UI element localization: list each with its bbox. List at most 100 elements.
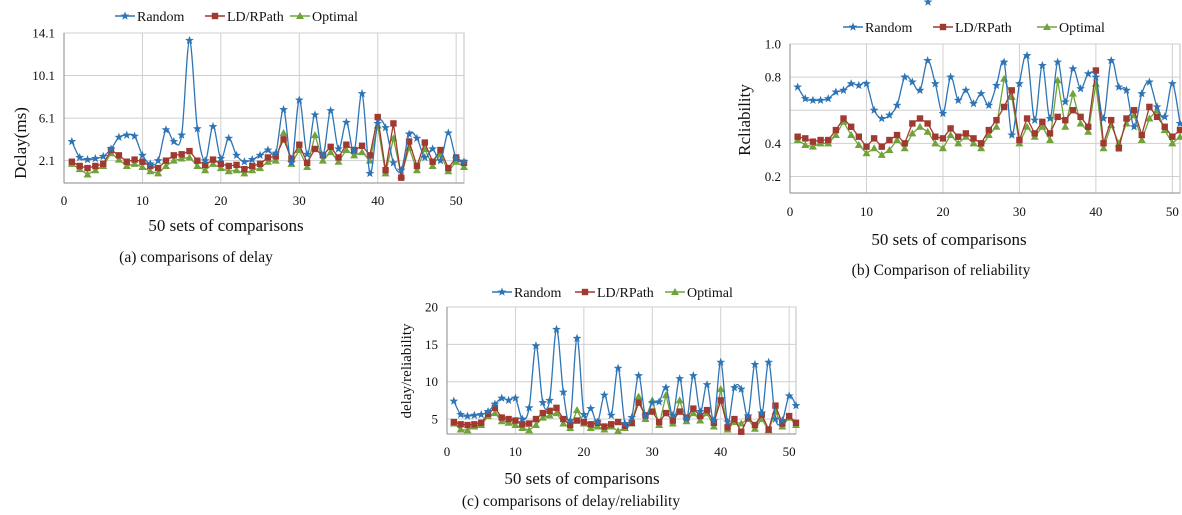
panel-a-line-random	[71, 39, 465, 175]
panel-a-point-optimal	[271, 156, 280, 164]
panel-a-point-random	[169, 136, 179, 146]
panel-a-point-random	[232, 150, 241, 160]
panel-a-point-optimal	[216, 164, 225, 172]
panel-b-legend-item: Optimal	[1037, 21, 1105, 36]
panel-c-point-ldrpath	[717, 397, 724, 404]
panel-b-point-random	[907, 77, 917, 86]
panel-b-point-ldrpath	[847, 123, 855, 130]
panel-b-point-random	[946, 72, 955, 81]
panel-a-point-random	[83, 155, 92, 164]
panel-b-point-random	[1167, 79, 1177, 88]
panel-a-point-random	[122, 130, 132, 139]
panel-b-point-ldrpath	[832, 126, 840, 134]
panel-b-point-random	[1145, 77, 1154, 86]
panel-c-point-ldrpath	[765, 426, 772, 433]
panel-c-point-random	[517, 414, 527, 423]
panel-b-point-random	[923, 55, 933, 65]
panel-b-legend-label: Optimal	[1059, 21, 1105, 36]
panel-c-point-random	[524, 403, 534, 412]
panel-a-point-ldrpath	[366, 152, 374, 159]
panel-c-point-random	[791, 401, 801, 410]
panel-c-point-ldrpath	[696, 412, 704, 420]
panel-b-point-random	[816, 95, 825, 105]
panel-a-point-ldrpath	[256, 160, 264, 168]
panel-c-point-optimal	[511, 421, 520, 429]
panel-c-point-ldrpath	[628, 419, 635, 426]
panel-a-point-optimal	[130, 159, 139, 167]
panel-b-point-ldrpath	[878, 143, 885, 150]
panel-b-point-optimal	[1084, 127, 1093, 135]
panel-c-point-optimal	[552, 409, 561, 417]
panel-c-point-ldrpath	[614, 418, 622, 426]
panel-a-point-ldrpath	[374, 113, 381, 121]
panel-b-point-random	[1099, 113, 1108, 123]
panel-a-point-random	[208, 122, 218, 131]
panel-c-point-random	[600, 390, 609, 399]
panel-c-point-ldrpath	[690, 405, 697, 412]
panel-b-point-ldrpath	[1008, 87, 1015, 94]
panel-a-point-ldrpath	[201, 161, 209, 169]
panel-b-point-random	[1083, 69, 1093, 78]
panel-b-point-random	[999, 57, 1009, 66]
panel-c-point-random	[572, 333, 582, 343]
panel-b-point-optimal	[1076, 119, 1085, 127]
panel-a-point-random	[75, 152, 85, 162]
panel-c-point-random	[647, 398, 657, 407]
panel-b-point-ldrpath	[893, 131, 901, 139]
panel-b-point-random	[1106, 55, 1116, 65]
panel-c-xtick-label: 40	[714, 444, 727, 459]
panel-b-point-random	[1053, 57, 1063, 66]
panel-b-series-ldrpath	[794, 67, 1182, 152]
panel-a-point-optimal	[342, 146, 351, 154]
panel-b-point-optimal	[931, 139, 940, 147]
panel-b-point-ldrpath	[985, 126, 993, 134]
panel-c-point-random	[661, 383, 671, 392]
panel-b-point-ldrpath	[863, 143, 870, 150]
panel-c-xtick-label: 30	[646, 444, 659, 459]
panel-a-point-ldrpath	[76, 162, 83, 170]
panel-b-point-optimal	[916, 122, 924, 130]
panel-a-point-optimal	[201, 166, 210, 174]
panel-a-point-random	[98, 151, 108, 161]
panel-b-point-random	[992, 80, 1001, 90]
panel-b-point-ldrpath	[901, 140, 908, 147]
panel-a-point-optimal	[350, 151, 359, 159]
panel-b-point-ldrpath	[1077, 113, 1084, 121]
panel-a-legend-item: Random	[115, 10, 185, 25]
panel-a-point-random	[224, 133, 234, 143]
panel-b-ytick-label: 0.2	[765, 169, 781, 184]
panel-c-point-random	[586, 404, 596, 413]
panel-c-point-optimal	[634, 392, 643, 400]
panel-c-point-ldrpath	[710, 419, 718, 426]
panel-a-legend-label: Optimal	[312, 10, 358, 25]
panel-b-point-random	[953, 95, 963, 105]
panel-b-point-random	[976, 89, 986, 98]
panel-c-point-random	[558, 387, 568, 396]
panel-a-point-random	[428, 144, 437, 153]
panel-c-point-random	[463, 411, 472, 420]
panel-b-point-ldrpath	[855, 133, 863, 140]
panel-a-point-random	[106, 144, 116, 153]
panel-a-point-ldrpath	[233, 161, 240, 169]
panel-b-point-random	[1091, 72, 1101, 81]
panel-c-point-ldrpath	[546, 407, 553, 415]
panel-a-point-ldrpath	[413, 162, 421, 170]
panel-c-ytick-label: 20	[425, 300, 438, 315]
panel-b-point-ldrpath	[817, 136, 824, 144]
panel-c-point-ldrpath	[491, 404, 499, 412]
panel-c-point-random	[723, 417, 732, 426]
panel-c-legend-marker	[581, 288, 589, 296]
panel-c-point-ldrpath	[587, 421, 594, 428]
panel-a-point-optimal	[177, 154, 186, 162]
panel-a: Dclay(ms) 50 sets of comparisons (a) com…	[11, 107, 304, 266]
panel-a-point-optimal	[310, 131, 319, 139]
panel-a-point-optimal	[161, 161, 170, 169]
panel-c-point-random	[764, 357, 773, 366]
panel-b-point-optimal	[854, 140, 863, 148]
panel-c-point-ldrpath	[525, 420, 533, 427]
panel-b-point-random	[877, 113, 887, 123]
panel-a-point-random	[459, 157, 469, 166]
panel-b-point-ldrpath	[794, 133, 801, 140]
panel-a-point-random	[334, 144, 343, 153]
